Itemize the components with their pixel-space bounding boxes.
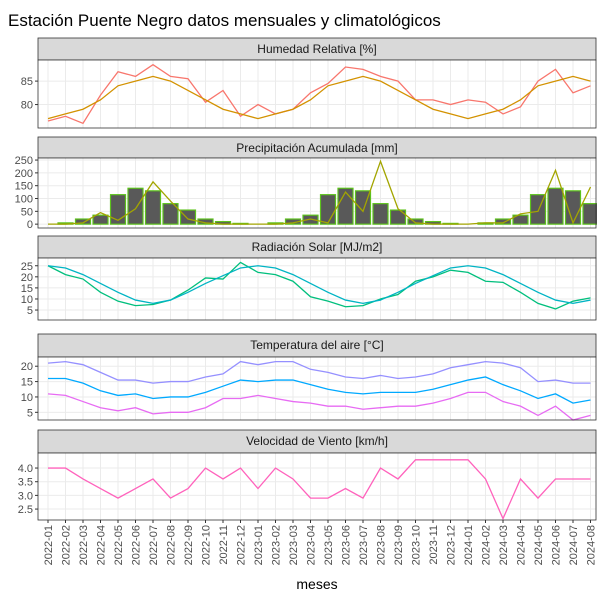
y-tick-label: 0 [27,219,33,231]
y-tick-label: 5 [27,407,33,419]
y-tick-label: 50 [21,206,33,218]
x-tick-label: 2022-08 [166,525,178,565]
x-tick-label: 2022-02 [61,525,73,565]
y-tick-label: 80 [21,100,33,112]
y-tick-label: 3.5 [18,477,33,489]
x-tick-label: 2022-09 [183,525,195,565]
x-tick-label: 2023-05 [323,525,335,565]
bar [127,187,144,225]
panel [38,453,596,520]
x-tick-label: 2022-11 [218,525,230,565]
x-tick-label: 2023-06 [341,525,353,565]
bar [144,190,162,225]
y-tick-label: 5 [27,305,33,317]
x-tick-label: 2023-08 [376,525,388,565]
bar [494,218,512,225]
y-tick-label: 200 [15,168,33,180]
bar [389,209,407,225]
y-tick-label: 15 [21,377,33,389]
x-tick-label: 2024-06 [551,525,563,565]
bar [512,214,529,225]
line [48,459,591,521]
bar [92,214,109,225]
bar [582,203,597,225]
x-tick-label: 2024-07 [568,525,580,565]
y-tick-label: 85 [21,76,33,88]
x-tick-label: 2023-07 [358,525,370,565]
y-tick-label: 150 [15,181,33,193]
y-tick-label: 100 [15,194,33,206]
y-tick-label: 250 [15,155,33,167]
x-tick-label: 2023-02 [271,525,283,565]
line [48,376,591,404]
line [47,360,591,384]
x-tick-label: 2022-07 [148,525,160,565]
strip-label: Velocidad de Viento [km/h] [246,434,388,448]
panel [38,258,596,320]
y-tick-label: 4.0 [18,463,33,475]
bar [319,194,337,225]
line [47,261,591,310]
line [47,265,591,305]
bar [109,194,127,225]
x-tick-label: 2022-06 [131,525,143,565]
y-tick-label: 20 [21,361,33,373]
x-tick-label: 2023-11 [428,525,440,565]
x-tick-label: 2024-05 [533,525,545,565]
panel-border [37,356,597,421]
line [47,63,591,125]
x-tick-label: 2024-04 [516,525,528,565]
strip-label: Humedad Relativa [%] [257,42,376,56]
y-tick-label: 20 [21,272,33,284]
x-tick-label: 2024-02 [481,525,493,565]
x-tick-label: 2023-10 [411,525,423,565]
x-tick-label: 2024-01 [463,525,475,565]
panel-border [37,257,597,321]
y-tick-label: 3.0 [18,490,33,502]
strip-label: Temperatura del aire [°C] [250,338,384,352]
y-tick-label: 2.5 [18,504,33,516]
x-tick-label: 2022-05 [113,525,125,565]
x-tick-label: 2024-08 [586,525,597,565]
y-tick-label: 25 [21,261,33,273]
x-tick-label: 2022-01 [43,525,55,565]
x-tick-label: 2022-04 [96,525,108,565]
y-tick-label: 15 [21,283,33,295]
y-tick-label: 10 [21,294,33,306]
bar [162,203,179,225]
x-tick-label: 2023-12 [446,525,458,565]
bar [179,209,197,225]
line [47,75,591,120]
line [47,391,591,421]
x-tick-label: 2022-10 [201,525,213,565]
chart-title: Estación Puente Negro datos mensuales y … [8,11,441,30]
bar [407,218,424,225]
x-tick-label: 2022-03 [78,525,90,565]
x-tick-label: 2023-01 [253,525,265,565]
x-tick-label: 2024-03 [498,525,510,565]
x-tick-label: 2022-12 [236,525,248,565]
bar [547,187,564,225]
x-tick-label: 2023-09 [393,525,405,565]
x-axis-label: meses [296,576,337,591]
panel-border [37,59,597,129]
x-tick-label: 2023-04 [306,525,318,565]
strip-label: Radiación Solar [MJ/m2] [252,240,383,254]
y-tick-label: 10 [21,392,33,404]
panel-border [37,157,597,229]
panel-border [37,452,597,521]
bar [372,203,389,225]
line [48,159,592,225]
x-tick-label: 2023-03 [288,525,300,565]
bar [74,218,92,225]
bar [337,187,354,225]
strip-label: Precipitación Acumulada [mm] [236,141,397,155]
